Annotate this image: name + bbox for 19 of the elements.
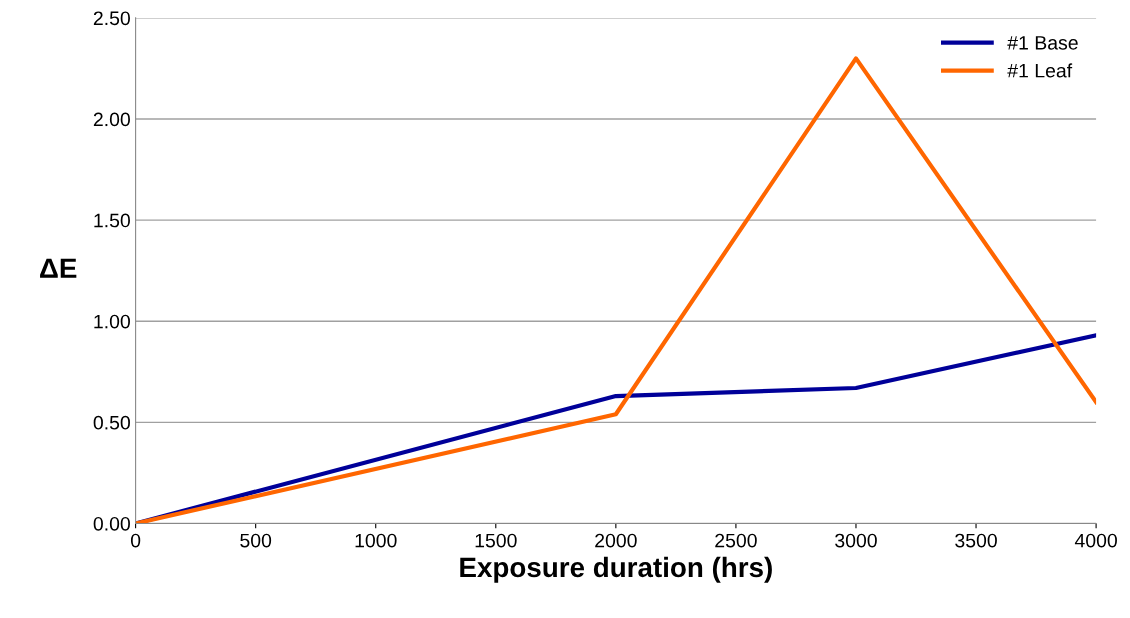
x-tick-label: 3000	[835, 533, 877, 548]
y-tick-label: 1.50	[94, 213, 130, 228]
x-tick-label: 3500	[955, 533, 997, 548]
y-axis-title: ΔE	[40, 258, 77, 278]
y-tick-label: 0.50	[93, 415, 130, 430]
y-tick-label: 0.00	[93, 516, 130, 531]
y-tick-label: 2.50	[93, 11, 130, 26]
x-tick-label: 0	[130, 533, 141, 548]
y-tick-label: 1.00	[94, 314, 130, 329]
x-tick-label: 4000	[1074, 533, 1117, 548]
legend-label: #1 Base	[1007, 36, 1078, 50]
x-tick-label: 1500	[475, 533, 517, 548]
x-tick-label: 2000	[595, 533, 637, 548]
x-tick-label: 1000	[355, 533, 397, 548]
y-tick-label: 2.00	[93, 112, 130, 127]
x-tick-label: 500	[240, 533, 272, 548]
x-tick-label: 2500	[715, 533, 757, 548]
x-axis-title: Exposure duration (hrs)	[460, 556, 772, 583]
legend-label: #1 Leaf	[1007, 63, 1073, 78]
